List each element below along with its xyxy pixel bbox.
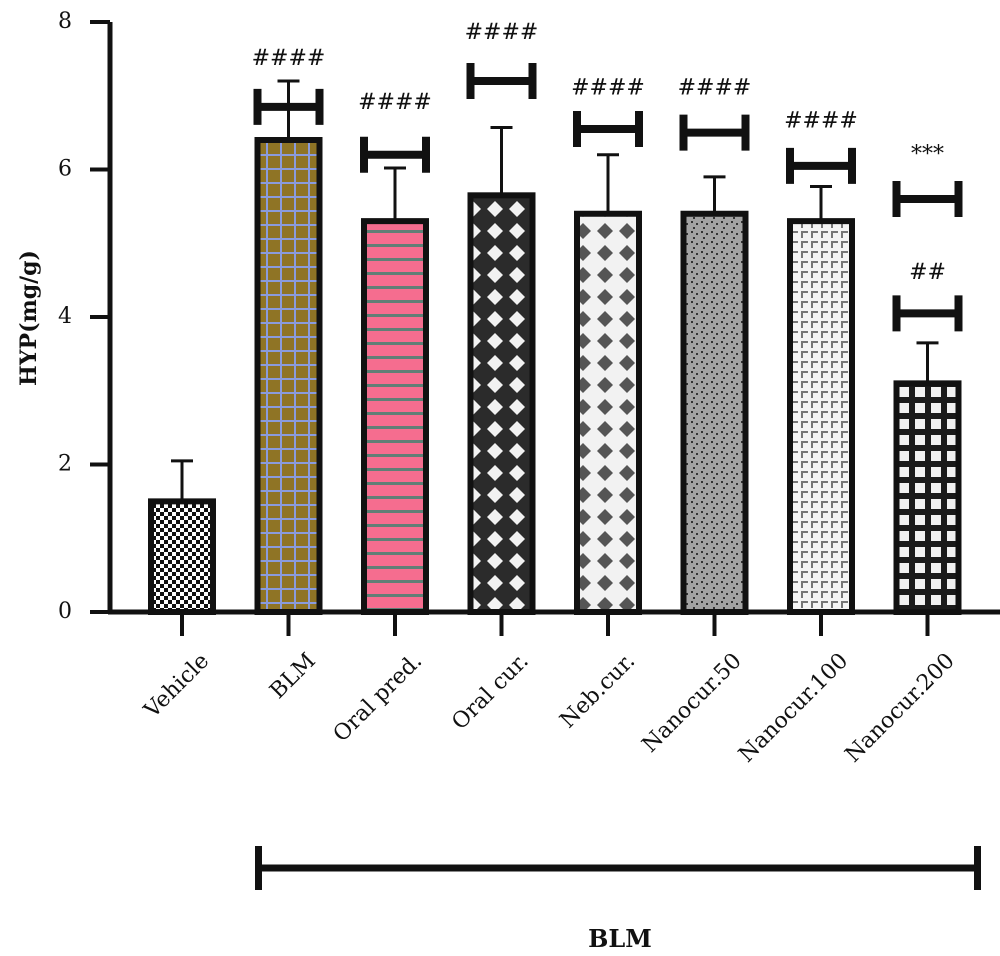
group-label: BLM (588, 924, 652, 953)
y-tick-label: 6 (58, 157, 72, 182)
bar (574, 210, 642, 615)
x-tick-label: Oral cur. (447, 649, 533, 735)
bar (467, 192, 536, 615)
x-tick-label: Oral pred. (329, 649, 428, 748)
significance-label: #### (571, 75, 645, 100)
significance-label: *** (911, 142, 944, 167)
y-axis-title: HYP(mg/g) (16, 250, 42, 386)
bar (893, 380, 962, 615)
bar (148, 498, 216, 615)
x-tick-label: Nanocur.200 (841, 649, 960, 768)
y-tick-label: 2 (58, 452, 72, 477)
significance-label: #### (678, 75, 752, 100)
significance-label: ## (909, 260, 946, 285)
x-tick-label: Nanocur.50 (638, 649, 747, 758)
y-tick-label: 4 (58, 304, 72, 329)
significance-label: #### (358, 90, 432, 115)
x-tick-label: Nanocur.100 (734, 649, 853, 768)
x-tick-label: Vehicle (139, 649, 214, 724)
bar (787, 218, 855, 615)
y-tick-label: 8 (58, 9, 72, 34)
x-tick-label: BLM (265, 649, 320, 704)
significance-label: #### (252, 46, 326, 71)
x-tick-label: Neb.cur. (555, 649, 640, 734)
significance-label: #### (465, 20, 539, 45)
bar (680, 210, 749, 615)
bar (254, 137, 323, 615)
y-tick-label: 0 (58, 599, 72, 624)
significance-label: #### (784, 109, 858, 134)
bar (361, 218, 429, 615)
